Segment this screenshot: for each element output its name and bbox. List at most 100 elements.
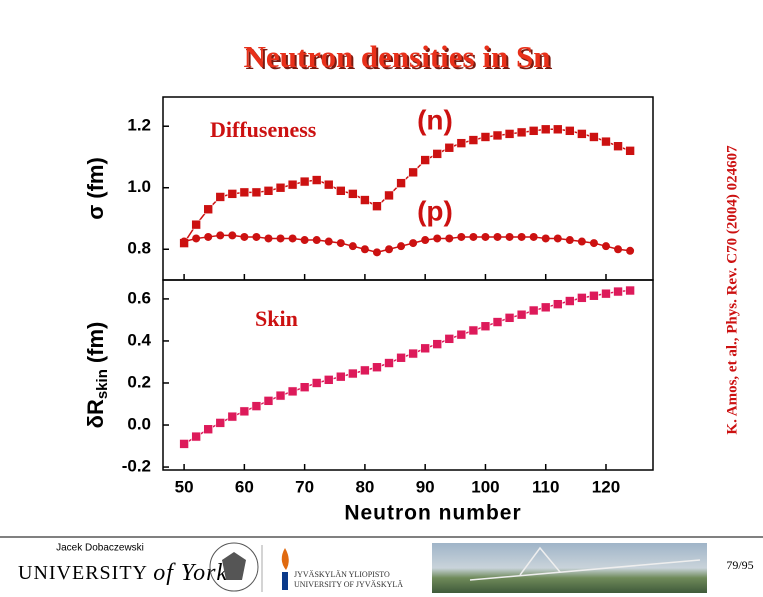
photo [432, 543, 707, 593]
x-tick-label: 80 [355, 477, 374, 496]
point [396, 178, 406, 188]
point [287, 386, 298, 397]
point [540, 124, 551, 135]
york-logo: UNIVERSITY of York [18, 560, 228, 586]
point [565, 126, 575, 136]
point [493, 232, 502, 241]
point [239, 187, 250, 198]
y-axis-label-part: (fm) [83, 157, 108, 199]
point [601, 288, 611, 299]
point [311, 378, 322, 388]
point [300, 236, 309, 245]
point [528, 126, 539, 136]
point [577, 237, 586, 246]
point [323, 375, 334, 385]
title: Neutron densities in Sn [244, 39, 551, 74]
point [203, 204, 214, 215]
point [540, 302, 551, 313]
point [216, 231, 225, 240]
point [420, 343, 430, 354]
plot-frame [162, 279, 654, 471]
point [385, 245, 394, 254]
point [299, 382, 310, 392]
photo-bridge [469, 546, 701, 581]
point [409, 239, 418, 248]
x-tick-label: 70 [295, 477, 314, 496]
point [299, 176, 310, 187]
point [263, 186, 274, 196]
point [324, 237, 333, 246]
point [504, 313, 515, 323]
point [480, 321, 491, 332]
point [456, 329, 467, 340]
series-line [183, 289, 631, 445]
x-axis-label: Neutron number [344, 502, 521, 525]
point [204, 232, 213, 241]
point [613, 141, 623, 152]
point [577, 129, 587, 139]
y-axis-label-part: σ [83, 205, 108, 220]
x-tick-label: 50 [175, 477, 194, 496]
point [444, 334, 455, 344]
point [614, 245, 623, 254]
point [432, 339, 443, 349]
point [228, 231, 237, 240]
point [601, 242, 610, 251]
point [468, 135, 479, 145]
point [492, 317, 503, 327]
point [311, 175, 322, 185]
point [577, 293, 587, 303]
york-text: of York [153, 560, 228, 586]
point [420, 155, 430, 165]
point [408, 167, 418, 178]
y-tick-label: 1.2 [127, 116, 151, 135]
reference: K. Amos, et al., Phys. Rev. C70 (2004) 0… [724, 145, 740, 435]
y-axis-label-part: skin [94, 369, 111, 399]
point [384, 358, 394, 368]
jyu-text: JYVÄSKYLÄN YLIOPISTO [294, 570, 390, 579]
point [625, 285, 635, 296]
point [203, 424, 214, 435]
point [215, 418, 226, 428]
point [444, 142, 455, 153]
point [504, 129, 515, 139]
point [252, 232, 261, 241]
title-shadow: Neutron densities in Sn [246, 41, 553, 76]
x-tick-label: 100 [471, 477, 499, 496]
jyu-flame [281, 548, 289, 570]
point [626, 246, 635, 255]
point [240, 232, 249, 241]
point [541, 234, 550, 243]
warsaw-logo [209, 542, 259, 592]
point [445, 234, 454, 243]
point [516, 309, 527, 320]
point [287, 179, 298, 190]
point [408, 348, 418, 359]
point [227, 411, 238, 422]
point [348, 242, 357, 251]
point [396, 352, 406, 363]
point [492, 130, 503, 141]
point [372, 362, 382, 373]
point [372, 201, 382, 211]
point [505, 232, 514, 241]
point [335, 371, 346, 382]
y-axis-label: σ (fm) [83, 157, 108, 220]
jyu-torch [282, 572, 288, 590]
point [528, 305, 539, 316]
point [360, 365, 370, 376]
point [372, 248, 381, 257]
point [468, 325, 479, 336]
point [275, 182, 286, 193]
point [421, 236, 430, 245]
y-tick-label: 0.6 [127, 288, 151, 307]
point [516, 127, 527, 138]
annotation: Skin [255, 306, 298, 331]
y-tick-label: 0.0 [127, 415, 151, 434]
point [433, 234, 442, 243]
y-tick-label: 0.4 [127, 330, 151, 349]
point [336, 239, 345, 248]
y-tick-label: 0.8 [127, 239, 151, 258]
point [276, 234, 285, 243]
